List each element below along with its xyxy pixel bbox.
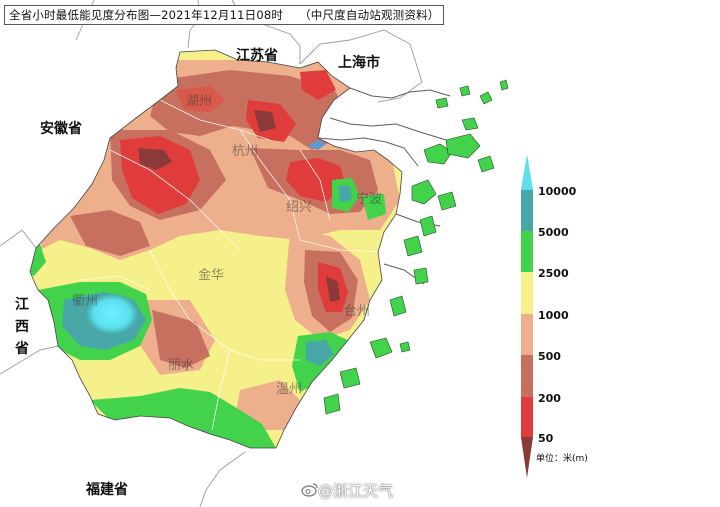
- city-lishui: 丽水: [168, 358, 195, 373]
- legend-label: 200: [538, 392, 561, 405]
- legend-label: 1000: [538, 309, 569, 322]
- city-taizhou: 台州: [344, 304, 371, 319]
- city-shaoxing: 绍兴: [286, 200, 313, 215]
- watermark: @浙江天气: [318, 482, 394, 500]
- city-ningbo: 宁波: [356, 192, 383, 207]
- islands: [323, 79, 509, 415]
- label-jiangxi-char: 江: [15, 297, 29, 313]
- label-jiangxi-char: 省: [15, 341, 29, 357]
- label-shanghai: 上海市: [338, 55, 380, 71]
- legend-label: 10000: [538, 185, 577, 198]
- city-wenzhou: 温州: [276, 382, 303, 397]
- legend-label: 50: [538, 432, 554, 445]
- label-jiangxi-char: 西: [15, 319, 29, 335]
- legend-label: 5000: [538, 226, 569, 239]
- prefecture-boundaries: [79, 99, 381, 431]
- legend-label: 500: [538, 350, 561, 363]
- city-hangzhou: 杭州: [232, 144, 259, 159]
- legend-colorbar: [521, 154, 533, 478]
- city-quzhou: 衢州: [72, 294, 99, 309]
- map-title-main: 全省小时最低能见度分布图—2021年12月11日08时: [9, 8, 284, 22]
- zhejiang-outline: [29, 49, 403, 449]
- city-huzhou: 湖州: [186, 94, 213, 109]
- legend-label: 2500: [538, 267, 569, 280]
- label-anhui: 安徽省: [40, 121, 82, 137]
- weibo-icon: [301, 483, 318, 497]
- label-jiangsu: 江苏省: [236, 48, 278, 64]
- legend-unit: 单位：米(m): [536, 454, 588, 464]
- city-jinhua: 金华: [198, 268, 225, 283]
- river-mouth: [308, 140, 326, 150]
- label-jiangxi: 江 西 省: [14, 294, 30, 360]
- map-title: 全省小时最低能见度分布图—2021年12月11日08时 （中尺度自动站观测资料）: [4, 5, 445, 25]
- map-title-note: （中尺度自动站观测资料）: [299, 8, 440, 22]
- label-fujian: 福建省: [86, 482, 128, 498]
